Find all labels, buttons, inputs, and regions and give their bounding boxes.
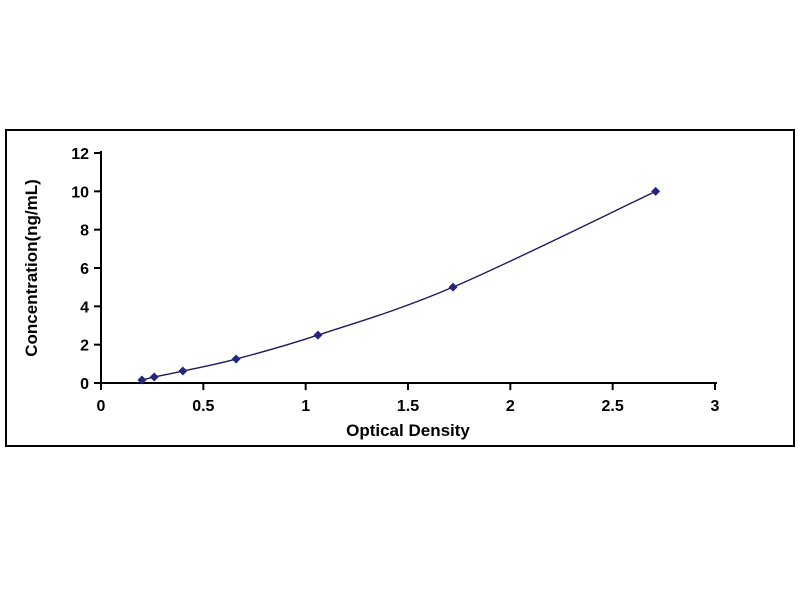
data-point-marker [178,366,188,376]
y-tick-label: 8 [80,223,89,240]
chart-frame: 0 0.5 1 1.5 2 2.5 3 0 2 4 6 8 10 12 Optical Density C… [5,129,795,447]
x-axis-title: Optical Density [346,421,470,440]
y-tick-label: 10 [71,184,89,201]
x-tick-label: 0.5 [192,398,214,415]
data-point-marker [448,282,458,292]
x-tick-label: 2.5 [602,398,624,415]
y-tick-label: 0 [80,376,89,393]
x-tick-label: 1.5 [397,398,419,415]
data-point-marker [231,354,241,364]
y-tick-label: 12 [71,146,89,163]
data-point-marker [651,186,661,196]
standard-curve-plot: 0 0.5 1 1.5 2 2.5 3 0 2 4 6 8 10 12 Optical Density C… [22,146,720,440]
y-tick-label: 2 [80,338,89,355]
x-tick-label: 3 [711,398,720,415]
data-point-marker [313,330,323,340]
y-tick-label: 4 [80,299,89,316]
x-tick-label: 0 [97,398,106,415]
plot-content: 0 0.5 1 1.5 2 2.5 3 0 2 4 6 8 10 12 [71,146,719,415]
data-point-marker [149,372,159,382]
y-axis-title: Concentration(ng/mL) [22,179,41,357]
y-tick-label: 6 [80,261,89,278]
x-tick-label: 2 [506,398,515,415]
curve-line [141,190,656,381]
x-tick-label: 1 [301,398,310,415]
data-point-marker [137,375,147,385]
